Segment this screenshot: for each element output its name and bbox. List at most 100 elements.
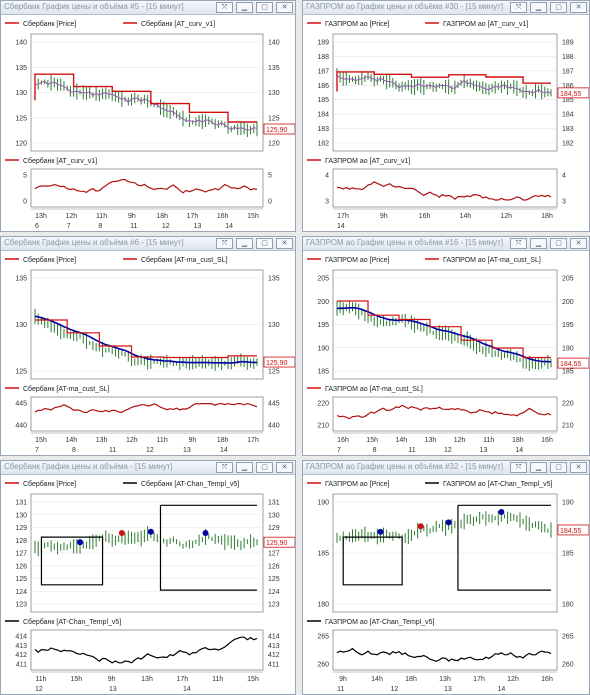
chart-canvas[interactable]: Сбербанк [Price] Сбербанк [AT_curv_v1]140… xyxy=(1,16,296,232)
sub-legend-label: Сбербанк [AT-Chan_Templ_v5] xyxy=(23,618,121,626)
close-button[interactable]: ✕ xyxy=(570,2,587,13)
chart-canvas[interactable]: Сбербанк [Price] Сбербанк [AT-Chan_Templ_… xyxy=(1,476,296,695)
last-price-value: 125,90 xyxy=(266,540,288,547)
minimize-button[interactable]: ▁ xyxy=(530,238,547,249)
legend-label: Сбербанк [AT_curv_v1] xyxy=(141,20,215,28)
close-button[interactable]: ✕ xyxy=(276,238,293,249)
y-tick-label: 185 xyxy=(317,551,329,558)
y-tick-label: 125 xyxy=(268,115,280,122)
window-title: Сбербанк График цены и объёма #6 - [15 м… xyxy=(4,238,184,247)
window-titlebar[interactable]: Сбербанк График цены и объёма #5 - [15 м… xyxy=(1,1,295,15)
sub-tick-label: 210 xyxy=(562,423,574,430)
sub-tick-label: 0 xyxy=(23,199,27,206)
chart-canvas[interactable]: ГАЗПРОМ ао [Price] ГАЗПРОМ ао [AT_curv_v1… xyxy=(303,16,590,232)
maximize-button[interactable]: ▢ xyxy=(256,238,273,249)
close-button[interactable]: ✕ xyxy=(570,238,587,249)
y-tick-label: 128 xyxy=(15,538,27,545)
y-tick-label: 185 xyxy=(562,551,574,558)
x-date-label: 12 xyxy=(391,686,399,693)
chart-canvas[interactable]: ГАЗПРОМ ао [Price] ГАЗПРОМ ао [AT-ma_cust… xyxy=(303,252,590,456)
y-tick-label: 185 xyxy=(562,97,574,104)
indicator-line xyxy=(336,404,552,420)
window-titlebar[interactable]: Сбербанк График цены и объёма #6 - [15 м… xyxy=(1,237,295,251)
resize-icon[interactable]: ⤧ xyxy=(216,2,233,13)
maximize-button[interactable]: ▢ xyxy=(550,238,567,249)
x-date-label: 13 xyxy=(444,686,452,693)
maximize-button[interactable]: ▢ xyxy=(256,462,273,473)
window-titlebar[interactable]: ГАЗПРОМ ао График цены и объёма #32 - [1… xyxy=(303,461,589,475)
sub-tick-label: 445 xyxy=(268,401,280,408)
minimize-button[interactable]: ▁ xyxy=(236,238,253,249)
resize-icon[interactable]: ⤧ xyxy=(216,238,233,249)
window-title: Сбербанк График цены и объёма - [15 мину… xyxy=(4,462,173,471)
x-date-label: 11 xyxy=(408,447,415,454)
window-titlebar[interactable]: ГАЗПРОМ ао График цены и объёма #16 - [1… xyxy=(303,237,589,251)
y-tick-label: 205 xyxy=(317,276,329,283)
x-hour-label: 12h xyxy=(454,437,466,444)
minimize-button[interactable]: ▁ xyxy=(236,2,253,13)
x-hour-label: 12h xyxy=(507,676,519,683)
chart-window[interactable]: Сбербанк График цены и объёма #5 - [15 м… xyxy=(0,0,296,232)
sub-tick-label: 5 xyxy=(23,173,27,180)
x-date-label: 12 xyxy=(162,223,170,230)
maximize-button[interactable]: ▢ xyxy=(256,2,273,13)
sub-plot-frame xyxy=(30,396,264,432)
chart-window[interactable]: ГАЗПРОМ ао График цены и объёма #16 - [1… xyxy=(302,236,590,456)
resize-icon[interactable]: ⤧ xyxy=(216,462,233,473)
y-tick-label: 135 xyxy=(15,65,27,72)
window-titlebar[interactable]: Сбербанк График цены и объёма - [15 мину… xyxy=(1,461,295,475)
x-date-label: 12 xyxy=(35,686,43,693)
signal-marker xyxy=(118,529,125,536)
y-tick-label: 140 xyxy=(15,40,27,47)
minimize-button[interactable]: ▁ xyxy=(530,2,547,13)
resize-icon[interactable]: ⤧ xyxy=(510,238,527,249)
signal-marker xyxy=(417,523,424,530)
x-date-label: 14 xyxy=(337,223,345,230)
minimize-button[interactable]: ▁ xyxy=(236,462,253,473)
maximize-button[interactable]: ▢ xyxy=(550,462,567,473)
chart-window[interactable]: Сбербанк График цены и объёма #6 - [15 м… xyxy=(0,236,296,456)
x-hour-label: 9h xyxy=(380,213,388,220)
last-price-value: 184,55 xyxy=(560,91,582,98)
close-button[interactable]: ✕ xyxy=(276,462,293,473)
chart-window[interactable]: Сбербанк График цены и объёма - [15 мину… xyxy=(0,460,296,695)
maximize-button[interactable]: ▢ xyxy=(550,2,567,13)
x-hour-label: 16h xyxy=(217,213,229,220)
chart-window[interactable]: ГАЗПРОМ ао График цены и объёма #32 - [1… xyxy=(302,460,590,695)
x-hour-label: 15h xyxy=(247,676,259,683)
x-hour-label: 14h xyxy=(371,676,383,683)
sub-legend-label: Сбербанк [AT-ma_cust_SL] xyxy=(23,385,110,393)
y-tick-label: 120 xyxy=(268,141,280,148)
close-button[interactable]: ✕ xyxy=(276,2,293,13)
x-hour-label: 17h xyxy=(473,676,485,683)
y-tick-label: 205 xyxy=(562,276,574,283)
legend-label: ГАЗПРОМ ао [AT-ma_cust_SL] xyxy=(443,257,541,264)
signal-marker xyxy=(77,539,84,546)
y-tick-label: 130 xyxy=(15,322,27,329)
y-tick-label: 130 xyxy=(268,90,280,97)
x-hour-label: 14h xyxy=(460,213,472,220)
x-hour-label: 9h xyxy=(128,213,136,220)
sub-tick-label: 220 xyxy=(562,401,574,408)
sub-tick-label: 260 xyxy=(562,662,574,669)
x-date-label: 7 xyxy=(67,223,71,230)
y-tick-label: 131 xyxy=(15,500,27,507)
chart-canvas[interactable]: ГАЗПРОМ ао [Price] ГАЗПРОМ ао [AT-Chan_Te… xyxy=(303,476,590,695)
x-hour-label: 18h xyxy=(156,213,168,220)
x-hour-label: 18h xyxy=(405,676,417,683)
legend-label: ГАЗПРОМ ао [AT-Chan_Templ_v5] xyxy=(443,481,553,488)
minimize-button[interactable]: ▁ xyxy=(530,462,547,473)
window-titlebar[interactable]: ГАЗПРОМ ао График цены и объёма #30 - [1… xyxy=(303,1,589,15)
chart-window[interactable]: ГАЗПРОМ ао График цены и объёма #30 - [1… xyxy=(302,0,590,232)
channel-box xyxy=(342,536,403,586)
sub-plot-frame xyxy=(30,168,264,208)
y-tick-label: 182 xyxy=(562,141,574,148)
close-button[interactable]: ✕ xyxy=(570,462,587,473)
indicator-step-line xyxy=(34,73,257,123)
resize-icon[interactable]: ⤧ xyxy=(510,2,527,13)
chart-canvas[interactable]: Сбербанк [Price] Сбербанк [AT-ma_cust_SL]… xyxy=(1,252,296,456)
x-date-label: 13 xyxy=(480,447,488,454)
y-tick-label: 127 xyxy=(268,551,280,558)
resize-icon[interactable]: ⤧ xyxy=(510,462,527,473)
legend-label: ГАЗПРОМ ао [Price] xyxy=(325,257,390,264)
